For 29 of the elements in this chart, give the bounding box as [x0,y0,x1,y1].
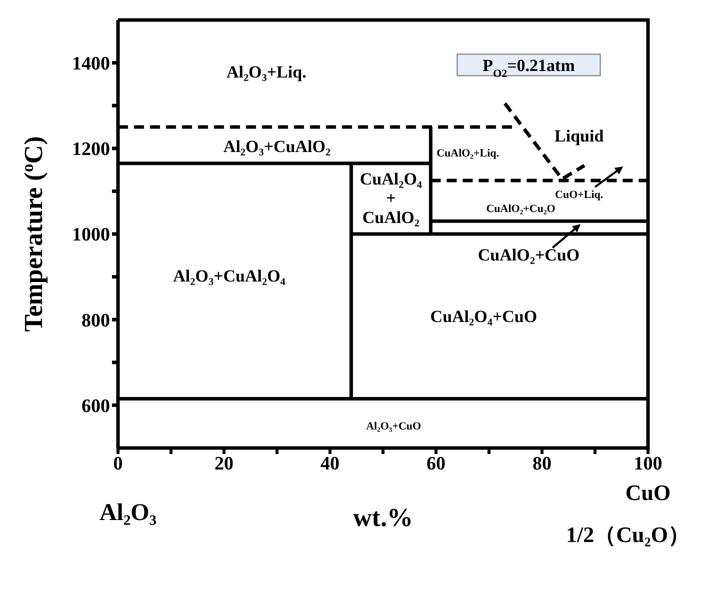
annotation: Al₂O₃+CuAlO₂ [223,137,331,156]
annotation: Al₂O₃+CuAl₂O₄ [173,266,286,286]
annotation: CuAlO₂+CuO [478,245,580,264]
annotation: P$_{O2}$=0.21atm [482,56,575,80]
annotation: + [386,188,396,208]
annotation: CuAl₂O₄ [360,169,422,188]
annotation: CuAl₂O₄+CuO [430,307,538,326]
annotation: CuAlO₂ [362,208,420,227]
annotation: Liquid [554,126,604,146]
y-tick-label: 800 [82,310,110,332]
x-tick-label: 40 [320,453,340,474]
annotation: CuO+Liq. [555,189,604,202]
text: Al₂O₃ [99,500,157,526]
annotation: CuAlO₂+Cu₂O [486,203,556,216]
x-tick-label: 20 [214,453,234,474]
annotation: CuAlO₂+Liq. [436,148,500,160]
x-axis-title: wt.% [353,503,413,532]
x-tick-label: 60 [426,453,446,474]
x-tick-label: 100 [634,453,662,474]
annotation: Al₂O₃+CuO [366,420,422,433]
y-tick-label: 1400 [72,54,110,75]
text: CuO [625,480,671,505]
y-tick-label: 1200 [72,139,110,160]
text: 1/2（Cu₂O） [566,522,690,547]
y-tick-label: 1000 [72,224,110,246]
y-tick-label: 600 [82,396,110,417]
x-tick-label: 0 [113,453,123,474]
x-tick-label: 80 [532,453,552,474]
annotation: Al₂O₃+Liq. [226,62,306,82]
